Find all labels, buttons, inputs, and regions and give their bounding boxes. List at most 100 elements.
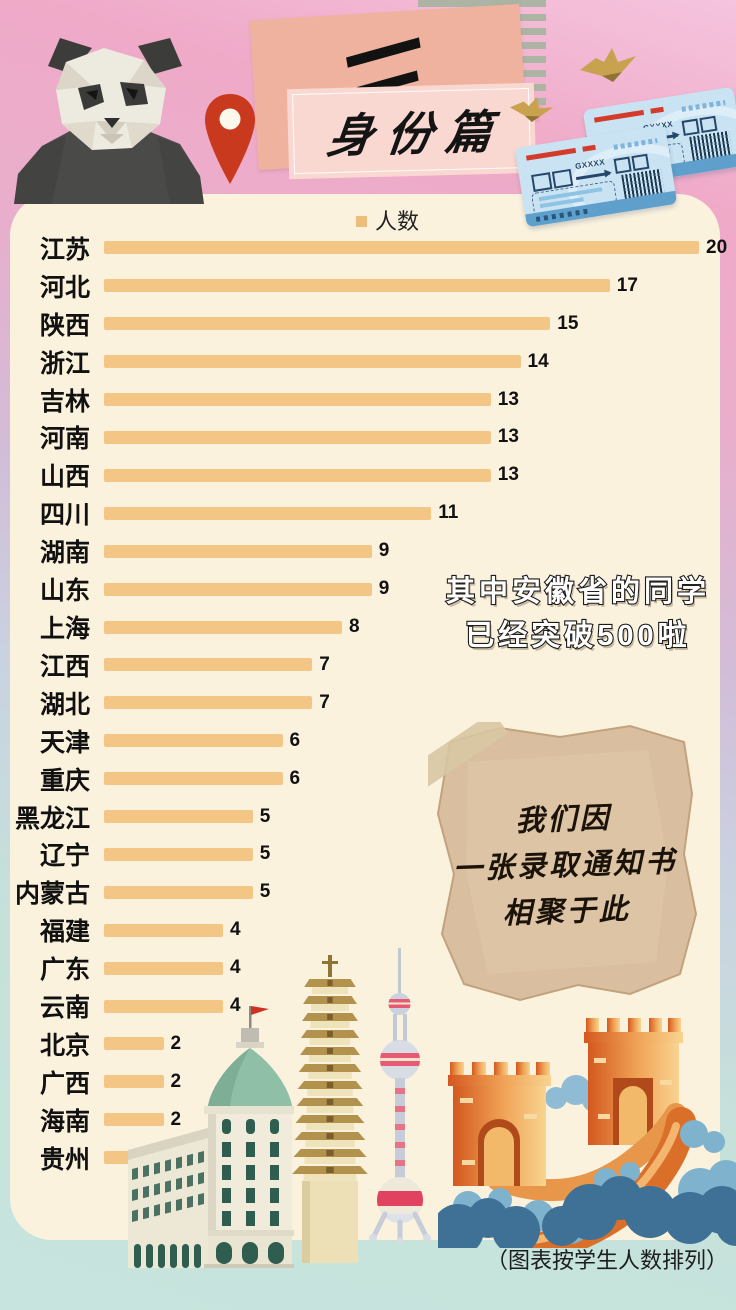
bar: [104, 506, 432, 520]
category-label: 吉林: [39, 387, 90, 416]
value-label: 14: [527, 350, 549, 372]
ticket-station-box: [613, 156, 632, 174]
chapter-title: 身份篇: [324, 104, 508, 164]
ticket-red-line: [525, 147, 577, 161]
category-label: 云南: [39, 994, 90, 1023]
category-label: 江苏: [39, 235, 90, 264]
bar: [104, 393, 491, 407]
category-label: 陕西: [39, 311, 90, 340]
chart-row: 海南 2: [10, 1101, 736, 1139]
chart-row: 陕西 15: [10, 305, 736, 343]
paper-crane-icon: [580, 48, 636, 82]
value-label: 2: [170, 1108, 182, 1130]
panda-illustration: [14, 38, 204, 204]
value-label: 13: [497, 388, 519, 410]
ticket-red-line: [593, 109, 645, 123]
chart-row: 吉林 13: [10, 381, 736, 419]
chart-legend: 人数: [356, 204, 419, 236]
category-label: 江西: [39, 652, 90, 681]
note-line: 一张录取通知书: [452, 844, 678, 886]
bar: [104, 734, 283, 748]
bar: [104, 430, 491, 444]
kraft-paper-note: 我们因 一张录取通知书 相聚于此: [428, 722, 706, 1014]
chart-row: 广东 4: [10, 949, 736, 987]
chart-row: 江苏 20: [10, 229, 736, 267]
value-label: 9: [378, 578, 390, 600]
anhui-callout: 其中安徽省的同学 已经突破500啦: [428, 570, 728, 658]
value-label: 4: [230, 919, 241, 941]
legend-swatch: [356, 216, 367, 227]
value-label: 6: [289, 729, 301, 751]
ticket-station-box: [699, 115, 718, 134]
category-label: 内蒙古: [14, 880, 90, 909]
ticket-station-box: [551, 168, 574, 189]
chart-row: 浙江 14: [10, 343, 736, 381]
category-label: 山东: [39, 577, 90, 606]
value-label: 2: [170, 1070, 182, 1092]
bar: [104, 544, 372, 558]
bar: [104, 772, 283, 786]
category-label: 湖北: [39, 690, 90, 719]
ticket-station-box: [531, 172, 553, 192]
value-label: 15: [557, 312, 579, 334]
chart-row: 四川 11: [10, 494, 736, 532]
chart-row: 河北 17: [10, 267, 736, 305]
category-label: 河北: [39, 273, 90, 302]
bar-chart: 江苏 20 河北 17 陕西 15 浙江 14 吉林 13 河南 13 山西 13 四川 11 湖南 9 山东 9 上海…: [10, 229, 736, 1177]
bar: [104, 241, 699, 255]
bar: [104, 1075, 164, 1089]
value-label: 5: [259, 843, 271, 865]
category-label: 河南: [39, 425, 90, 454]
note-text: 我们因 一张录取通知书 相聚于此: [434, 792, 697, 939]
pagoda-building: [292, 955, 368, 1263]
ticket-red-dash: [650, 106, 664, 114]
bar: [104, 355, 521, 369]
location-pin-icon: [205, 94, 255, 184]
category-label: 湖南: [39, 539, 90, 568]
chart-row: 山东 9: [10, 570, 736, 608]
bar: [104, 1151, 134, 1165]
category-label: 黑龙江: [14, 804, 90, 833]
category-label: 福建: [39, 918, 90, 947]
category-label: 广西: [39, 1069, 90, 1098]
oriental-pearl-tower: [369, 948, 431, 1244]
chart-row: 山西 13: [10, 456, 736, 494]
bar: [104, 582, 372, 596]
bar: [104, 961, 223, 975]
great-wall: [438, 1018, 736, 1248]
category-label: 广东: [39, 956, 90, 985]
chart-row: 江西 7: [10, 646, 736, 684]
category-label: 山西: [39, 463, 90, 492]
value-label: 8: [349, 616, 360, 638]
bar: [104, 620, 342, 634]
value-label: 20: [706, 236, 728, 258]
value-label: 5: [259, 805, 271, 827]
ticket-station-box: [631, 153, 650, 172]
value-label: 5: [259, 881, 271, 903]
bar: [104, 1113, 164, 1127]
category-label: 贵州: [39, 1145, 90, 1174]
chart-row: 内蒙古 5: [10, 873, 736, 911]
torn-paper-icon: [428, 722, 698, 1002]
bar: [104, 658, 313, 672]
callout-line: 其中安徽省的同学: [445, 575, 710, 609]
bar: [104, 1037, 164, 1051]
category-label: 辽宁: [39, 842, 90, 871]
category-label: 天津: [39, 728, 90, 757]
chart-row: 北京 2: [10, 1025, 736, 1063]
bar: [104, 885, 253, 899]
category-label: 海南: [39, 1107, 90, 1136]
chart-row: 辽宁 5: [10, 836, 736, 874]
chart-row: 河南 13: [10, 419, 736, 457]
chart-row: 上海 8: [10, 608, 736, 646]
value-label: 7: [319, 653, 330, 675]
callout-line: 已经突破500啦: [464, 619, 691, 653]
value-label: 13: [497, 464, 519, 486]
legend-label: 人数: [375, 209, 420, 234]
bar: [104, 810, 253, 824]
chart-row: 云南 4: [10, 987, 736, 1025]
note-line: 相聚于此: [502, 891, 632, 931]
value-label: 4: [230, 957, 241, 979]
chart-row: 福建 4: [10, 911, 736, 949]
